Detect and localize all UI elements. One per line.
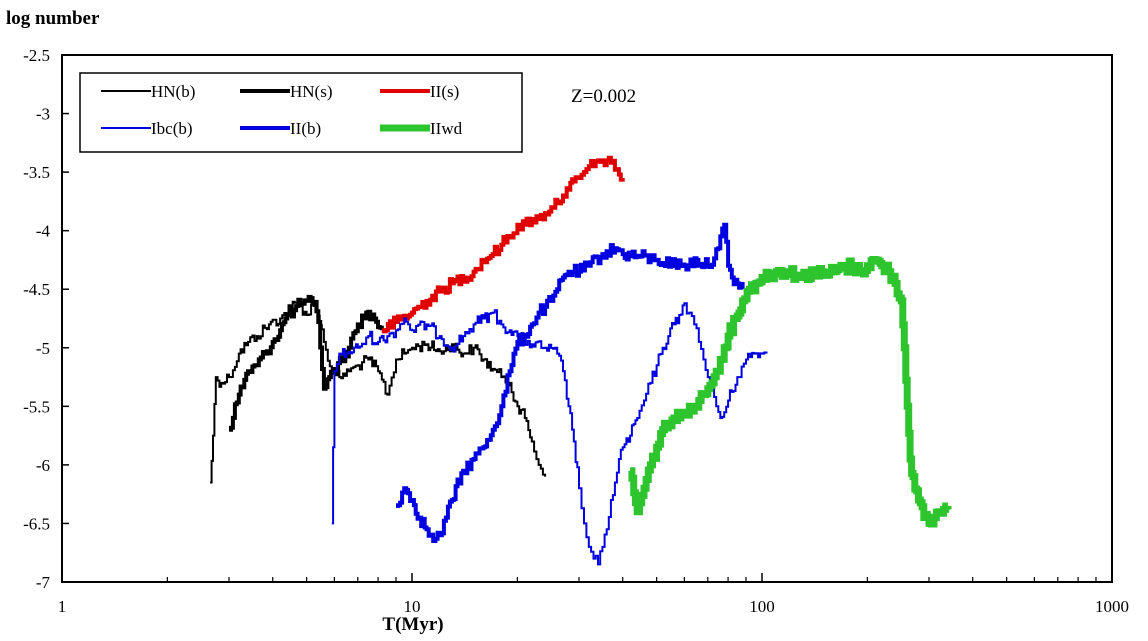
- x-tick-label: 100: [749, 597, 775, 616]
- y-tick-label: -5: [36, 339, 50, 358]
- plot-frame: [61, 54, 1113, 583]
- x-tick-label: 1: [58, 597, 67, 616]
- legend-label: Ibc(b): [151, 119, 193, 138]
- legend-label: II(s): [430, 82, 459, 101]
- legend-label: HN(s): [290, 82, 333, 101]
- y-tick-label: -4.5: [23, 280, 50, 299]
- legend-box: [79, 72, 523, 153]
- series-line-3: [331, 302, 768, 566]
- y-tick-label: -3.5: [23, 163, 50, 182]
- y-tick-label: -4: [36, 222, 51, 241]
- y-tick-label: -6: [36, 456, 50, 475]
- series-line-1: [229, 294, 384, 432]
- legend-label: II(b): [290, 119, 321, 138]
- series-layer: [210, 155, 952, 566]
- legend-items: HN(b) HN(s) II(s) Ibc(b) II(b) IIwd: [101, 82, 463, 138]
- y-tick-label: -6.5: [23, 514, 50, 533]
- y-tick-label: -2.5: [23, 46, 50, 65]
- y-tick-label: -3: [36, 105, 50, 124]
- legend-label: HN(b): [151, 82, 195, 101]
- series-line-4: [396, 222, 745, 543]
- series-line-0: [210, 299, 547, 484]
- x-tick-label: 1000: [1095, 597, 1129, 616]
- legend-label: IIwd: [430, 119, 463, 138]
- metallicity-annotation: Z=0.002: [571, 86, 636, 107]
- series-line-2: [381, 155, 625, 334]
- y-axis-label: log number: [6, 8, 100, 29]
- y-tick-label: -7: [36, 573, 51, 592]
- x-axis-label: T(Myr): [382, 614, 443, 635]
- legend: HN(b) HN(s) II(s) Ibc(b) II(b) IIwd: [79, 72, 523, 153]
- y-tick-label: -5.5: [23, 397, 50, 416]
- y-axis-ticks: -2.5 -3 -3.5 -4 -4.5 -5 -5.5 -6 -6.5 -7: [23, 46, 69, 592]
- series-line-5: [628, 256, 952, 528]
- x-tick-label: 10: [404, 597, 421, 616]
